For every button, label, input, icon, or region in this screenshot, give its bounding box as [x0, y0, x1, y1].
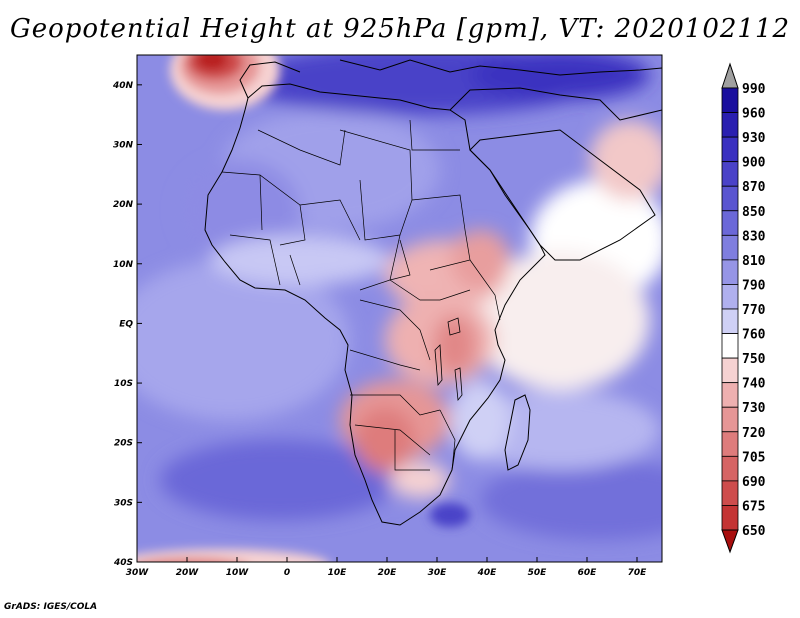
colorbar-level-label: 705: [742, 450, 765, 465]
lat-tick-label: 10S: [114, 379, 133, 389]
lon-tick-label: 30W: [126, 568, 150, 578]
colorbar-level-label: 930: [742, 131, 766, 146]
colorbar-level-label: 760: [742, 328, 766, 343]
colorbar-swatch: [721, 431, 739, 457]
colorbar-swatch: [721, 480, 739, 506]
latitude-axis: 40N 30N 20N 10N EQ 10S 20S 30S 40S: [112, 81, 142, 568]
country-borders: [221, 119, 501, 471]
lon-tick-label: 0: [284, 568, 290, 578]
lat-tick-label: 40S: [113, 558, 133, 568]
map-title: Geopotential Height at 925hPa [gpm], VT:…: [9, 14, 791, 44]
coastlines: [204, 59, 662, 526]
colorbar-level-label: 960: [742, 107, 766, 122]
colorbar-swatch: [721, 308, 739, 334]
colorbar-swatch: [721, 505, 739, 531]
colorbar-swatch: [721, 87, 739, 113]
longitude-axis: 30W 20W 10W 0 10E 20E 30E 40E 50E 60E 70E: [126, 557, 647, 578]
colorbar-swatch: [721, 185, 739, 212]
colorbar-level-label: 830: [742, 229, 766, 244]
colorbar-level-label: 650: [742, 524, 766, 539]
colorbar-swatch: [721, 136, 739, 163]
lon-tick-label: 10E: [328, 568, 348, 578]
lon-tick-label: 20E: [378, 568, 398, 578]
colorbar-level-label: 850: [742, 205, 766, 220]
plot-frame: [136, 54, 663, 563]
lat-tick-label: 20N: [113, 200, 134, 210]
colorbar-swatch: [721, 284, 739, 310]
lon-tick-label: 70E: [628, 568, 648, 578]
colorbar-swatch: [721, 406, 739, 433]
colorbar-swatch: [721, 357, 739, 384]
colorbar-swatch: [721, 259, 739, 285]
lon-tick-label: 20W: [176, 568, 200, 578]
lon-tick-label: 40E: [477, 568, 498, 578]
colorbar-level-label: 740: [742, 377, 766, 392]
lat-tick-label: EQ: [119, 319, 133, 329]
lon-tick-label: 30E: [428, 568, 448, 578]
lat-tick-label: 30S: [114, 498, 133, 508]
lat-tick-label: 10N: [113, 260, 134, 270]
colorbar-level-label: 675: [742, 499, 765, 514]
colorbar-bottom-arrow: [721, 529, 739, 554]
colorbar-level-label: 770: [742, 303, 766, 318]
colorbar-level-label: 990: [742, 82, 766, 97]
colorbar-level-label: 750: [742, 352, 766, 367]
lat-tick-label: 30N: [113, 140, 134, 150]
lat-tick-label: 20S: [114, 439, 133, 449]
colorbar: 990 960 930 900 870 850 830 810 790 770 760 750 740 7…: [721, 62, 766, 554]
colorbar-level-label: 900: [742, 156, 766, 171]
colorbar-level-label: 730: [742, 401, 766, 416]
colorbar-level-label: 790: [742, 278, 766, 293]
colorbar-swatch: [721, 382, 739, 408]
colorbar-swatch: [721, 455, 739, 482]
colorbar-swatch: [721, 210, 739, 236]
colorbar-level-label: 870: [742, 180, 766, 195]
colorbar-swatch: [721, 234, 739, 261]
colorbar-level-label: 720: [742, 426, 766, 441]
geopotential-field: [137, 55, 662, 562]
lon-tick-label: 50E: [528, 568, 548, 578]
colorbar-level-label: 810: [742, 254, 766, 269]
colorbar-swatch: [721, 333, 739, 359]
grads-credit: GrADS: IGES/COLA: [4, 602, 98, 612]
lon-tick-label: 10W: [226, 568, 250, 578]
lat-tick-label: 40N: [112, 81, 134, 91]
lakes: [434, 317, 463, 402]
colorbar-swatch: [721, 161, 739, 187]
colorbar-swatch: [721, 112, 739, 138]
lon-tick-label: 60E: [578, 568, 598, 578]
colorbar-top-arrow: [721, 62, 739, 89]
colorbar-level-label: 690: [742, 475, 766, 490]
